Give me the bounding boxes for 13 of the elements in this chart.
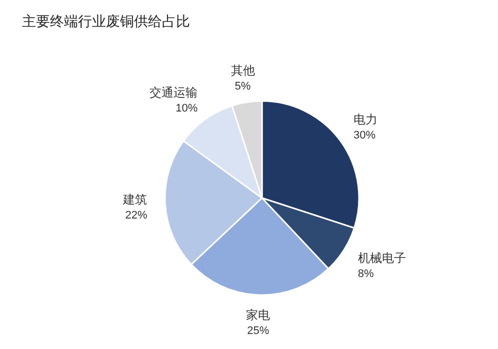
category-label: 电力 (354, 112, 378, 127)
category-label: 家电 (246, 308, 270, 322)
value-label: 8% (358, 268, 374, 280)
value-label: 25% (247, 324, 270, 337)
value-label: 30% (354, 130, 376, 142)
category-label: 建筑 (123, 192, 148, 207)
category-label: 交通运输 (150, 86, 198, 100)
category-label: 其他 (230, 64, 255, 78)
value-label: 22% (125, 210, 148, 222)
value-label: 5% (234, 80, 251, 93)
value-label: 10% (176, 102, 198, 114)
category-label: 机械电子 (358, 250, 406, 265)
title: 主要终端行业废铜供给占比 (22, 13, 190, 29)
